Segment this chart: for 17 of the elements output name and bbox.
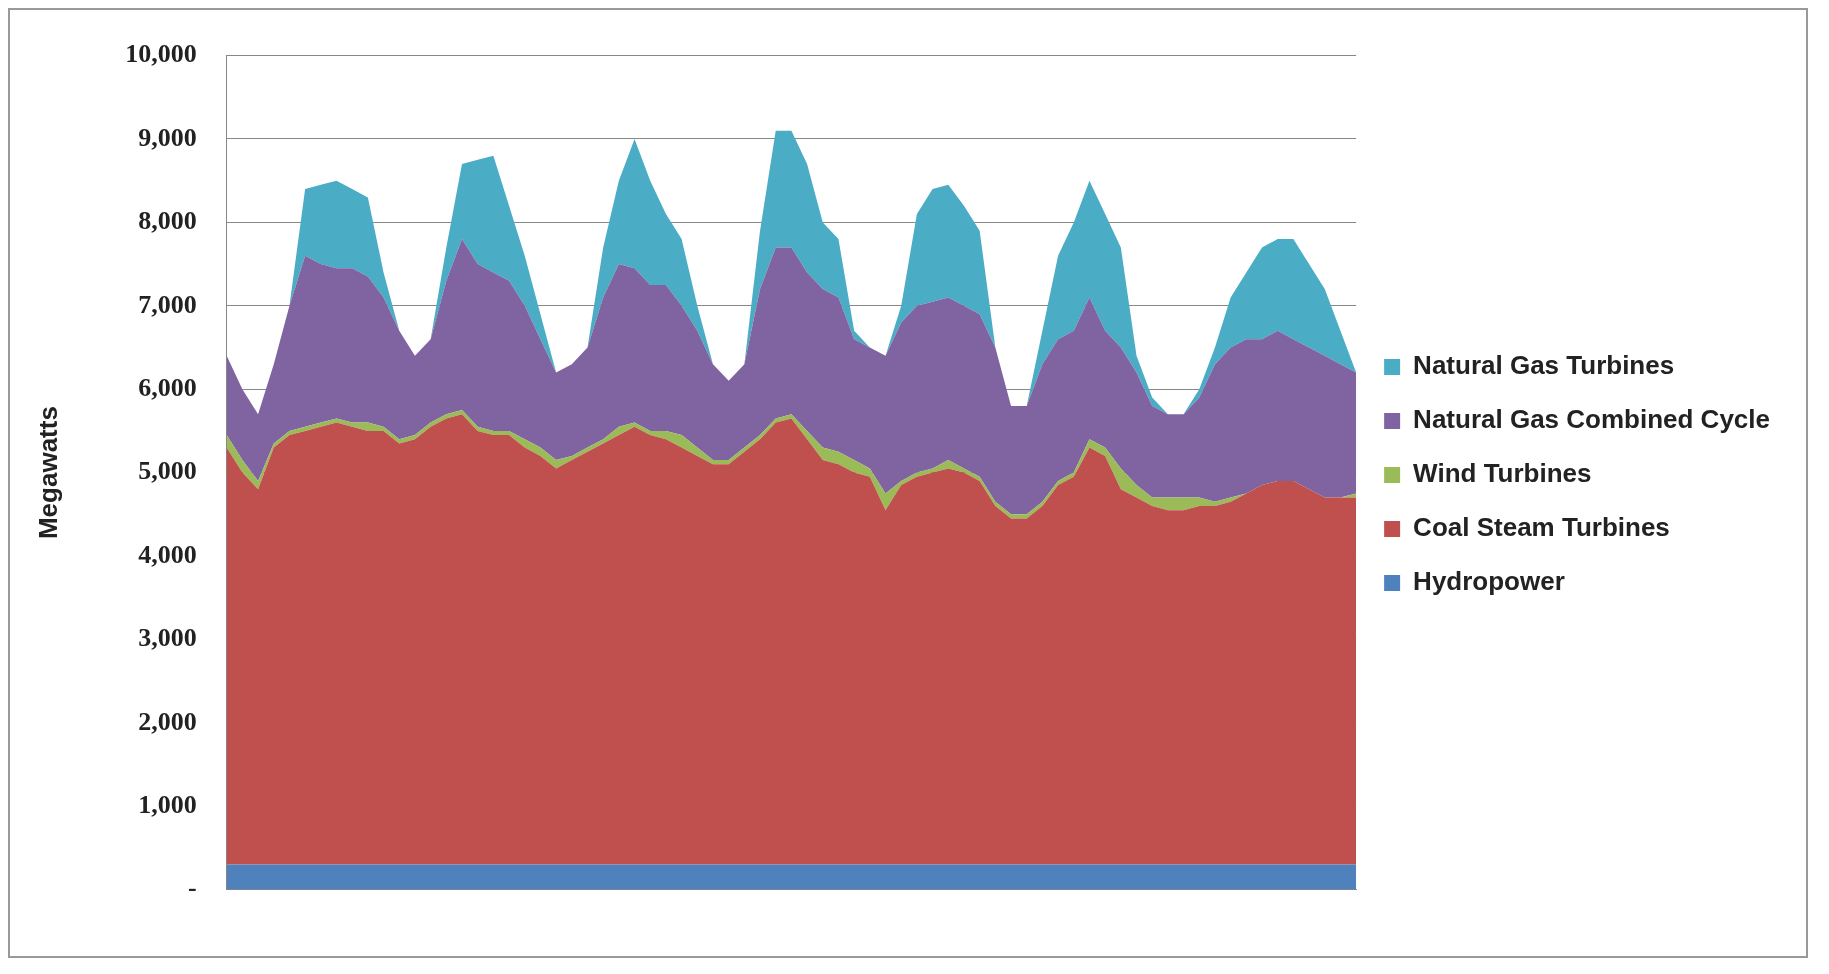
y-tick-label: 5,000 (138, 456, 197, 486)
legend-label: Natural Gas Combined Cycle (1413, 404, 1771, 435)
y-tick-label: 1,000 (138, 789, 197, 819)
y-tick-label: 10,000 (125, 39, 197, 69)
legend-label: Coal Steam Turbines (1413, 512, 1670, 543)
y-tick-label: 9,000 (138, 122, 197, 152)
y-tick-label: 8,000 (138, 206, 197, 236)
y-tick-label: - (188, 873, 197, 903)
y-tick-label: 6,000 (138, 372, 197, 402)
y-axis-title: Megawatts (32, 406, 63, 540)
y-tick-label: 2,000 (138, 706, 197, 736)
y-tick-label: 4,000 (138, 539, 197, 569)
y-tick-label: 3,000 (138, 623, 197, 653)
legend-label: Natural Gas Turbines (1413, 350, 1675, 381)
legend-label: Wind Turbines (1413, 458, 1592, 489)
legend-label: Hydropower (1413, 566, 1565, 597)
y-tick-label: 7,000 (138, 289, 197, 319)
